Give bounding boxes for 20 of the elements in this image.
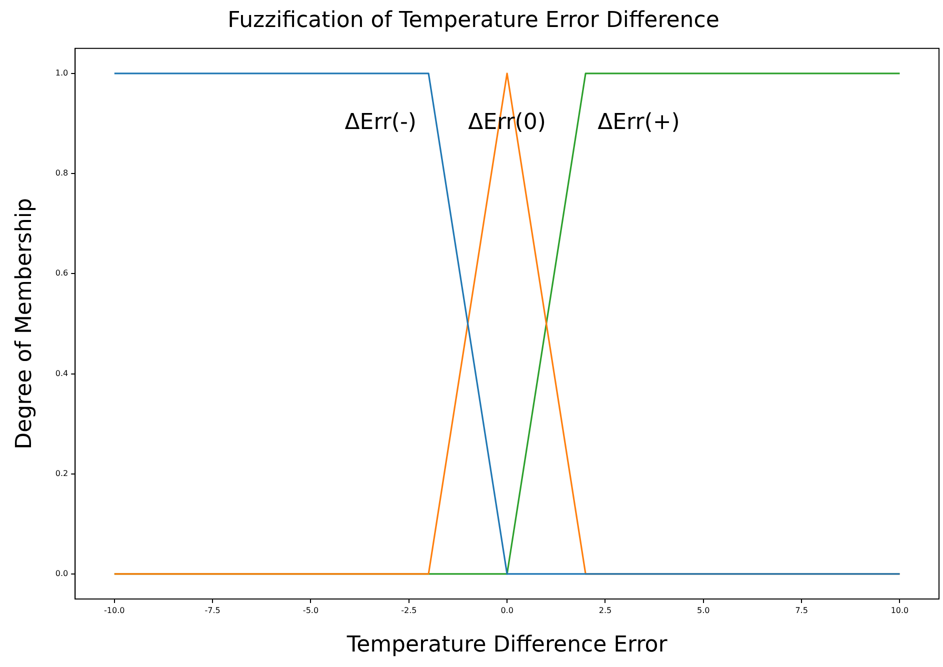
x-tick-label: 2.5 <box>598 606 612 615</box>
y-axis-title: Degree of Membership <box>12 198 37 450</box>
y-tick-label: 0.2 <box>55 468 68 478</box>
y-tick-label: 0.4 <box>55 368 68 378</box>
y-tick-label: 0.8 <box>55 168 68 178</box>
x-tick-label: 10.0 <box>890 606 909 615</box>
y-tick-label: 1.0 <box>55 68 68 78</box>
x-tick-label: -10.0 <box>104 606 125 615</box>
x-tick-label: 7.5 <box>795 606 808 615</box>
series-label: ΔErr(-) <box>344 110 417 136</box>
x-tick-label: -5.0 <box>302 606 319 615</box>
series-label: ΔErr(+) <box>598 110 680 136</box>
x-tick-label: -7.5 <box>204 606 220 615</box>
x-tick-label: 5.0 <box>697 606 710 615</box>
x-tick-label: -2.5 <box>401 606 417 615</box>
x-tick-label: 0.0 <box>500 606 514 615</box>
chart-title: Fuzzification of Temperature Error Difference <box>228 8 720 33</box>
y-tick-label: 0.6 <box>55 268 68 278</box>
x-axis-title: Temperature Difference Error <box>346 632 668 658</box>
y-tick-label: 0.0 <box>55 569 68 578</box>
